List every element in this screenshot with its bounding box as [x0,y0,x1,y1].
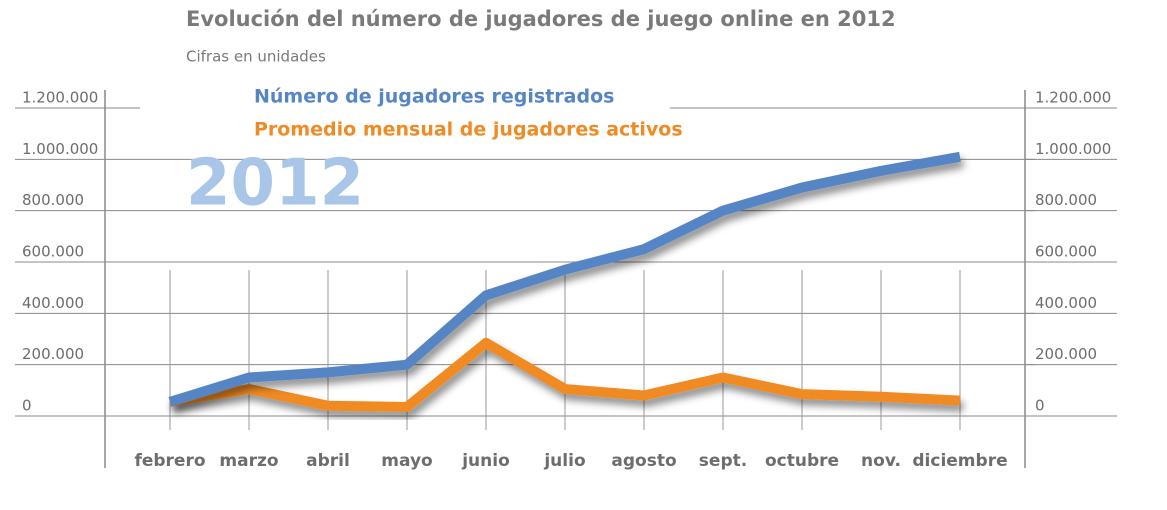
legend-label: Promedio mensual de jugadores activos [254,119,683,141]
y2-tick-label: 400.000 [1035,294,1097,312]
y-tick-label: 1.000.000 [22,140,98,158]
y2-tick-label: 200.000 [1035,345,1097,363]
y2-tick-label: 1.200.000 [1035,89,1111,107]
x-tick-label: diciembre [912,451,1007,471]
x-tick-label: nov. [861,451,901,471]
chart-title: Evolución del número de jugadores de jue… [186,7,896,31]
y2-tick-label: 0 [1035,397,1045,415]
x-tick-label: agosto [611,451,676,471]
year-annotation: 2012 [186,147,364,221]
x-tick-label: julio [543,451,585,471]
x-tick-label: octubre [765,451,839,471]
y-tick-label: 400.000 [22,294,84,312]
legend-label: Número de jugadores registrados [254,86,614,108]
x-tick-label: sept. [699,451,747,471]
y2-tick-label: 600.000 [1035,243,1097,261]
x-tick-label: mayo [381,451,432,471]
y-tick-label: 600.000 [22,243,84,261]
x-tick-label: febrero [134,451,205,471]
series-line [168,151,961,407]
y-tick-label: 1.200.000 [22,89,98,107]
x-tick-label: marzo [219,451,278,471]
y2-tick-label: 1.000.000 [1035,140,1111,158]
subtitle: Cifras en unidades [186,48,326,66]
y-tick-label: 200.000 [22,345,84,363]
y-tick-label: 0 [22,397,32,415]
series-line [169,337,961,413]
y-tick-label: 800.000 [22,191,84,209]
y2-tick-label: 800.000 [1035,191,1097,209]
x-tick-label: junio [461,451,510,471]
x-tick-label: abril [306,451,350,471]
